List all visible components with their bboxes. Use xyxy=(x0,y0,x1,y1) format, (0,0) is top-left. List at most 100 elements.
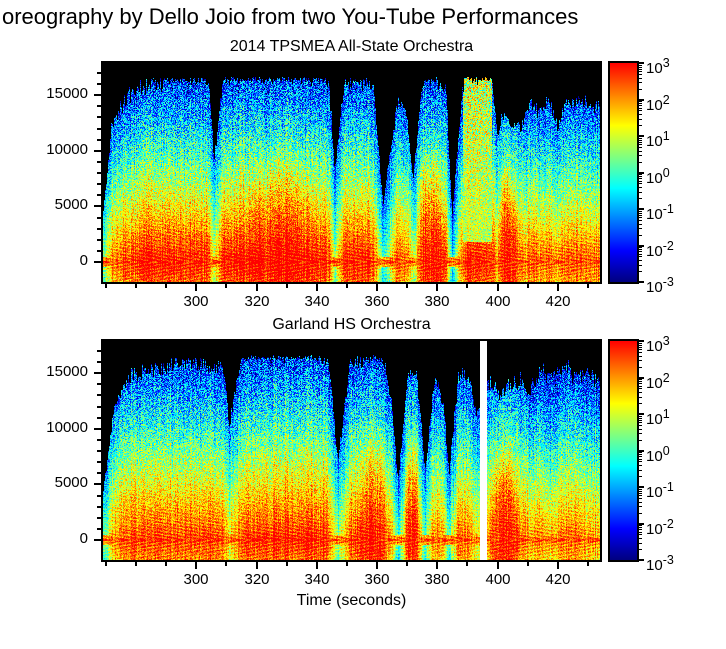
colorbar-minor-tick xyxy=(639,265,642,266)
x-tick-label: 300 xyxy=(183,293,209,310)
colorbar-minor-tick xyxy=(639,162,642,163)
colorbar-major-tick xyxy=(639,99,644,101)
panel-2-colorbar xyxy=(610,341,637,560)
colorbar-minor-tick xyxy=(639,228,642,229)
x-minor-tick xyxy=(105,284,107,288)
colorbar-major-tick xyxy=(639,377,644,379)
colorbar-minor-tick xyxy=(639,103,642,104)
colorbar-minor-tick xyxy=(639,151,642,152)
x-major-tick xyxy=(497,284,499,291)
colorbar-minor-tick xyxy=(639,235,642,236)
colorbar-minor-tick xyxy=(639,251,642,252)
colorbar-major-tick xyxy=(639,135,644,137)
colorbar-minor-tick xyxy=(639,347,642,348)
x-minor-tick xyxy=(286,562,288,566)
colorbar-minor-tick xyxy=(639,495,642,496)
y-major-tick xyxy=(94,539,101,541)
colorbar-minor-tick xyxy=(639,69,642,70)
colorbar-major-tick xyxy=(639,486,644,488)
colorbar-minor-tick xyxy=(639,176,642,177)
colorbar-minor-tick xyxy=(639,256,642,257)
colorbar-minor-tick xyxy=(639,465,642,466)
x-major-tick xyxy=(376,562,378,569)
colorbar-minor-tick xyxy=(639,543,642,544)
colorbar-minor-tick xyxy=(639,386,642,387)
colorbar-minor-tick xyxy=(639,140,642,141)
colorbar-minor-tick xyxy=(639,71,642,72)
colorbar-minor-tick xyxy=(639,489,642,490)
x-major-tick xyxy=(316,562,318,569)
colorbar-minor-tick xyxy=(639,549,642,550)
colorbar-minor-tick xyxy=(639,78,642,79)
colorbar-tick-label: 103 xyxy=(646,56,670,77)
y-tick-label: 5000 xyxy=(54,474,88,491)
colorbar-tick-label: 101 xyxy=(646,407,670,428)
colorbar-minor-tick xyxy=(639,271,642,272)
colorbar-tick-label: 10-3 xyxy=(646,275,674,296)
x-tick-label: 360 xyxy=(364,293,390,310)
panel-2-spectrogram xyxy=(103,341,600,560)
x-tick-label: 360 xyxy=(364,571,390,588)
y-tick-label: 15000 xyxy=(46,363,88,380)
colorbar-minor-tick xyxy=(639,360,642,361)
y-tick-label: 10000 xyxy=(46,419,88,436)
colorbar-minor-tick xyxy=(639,247,642,248)
colorbar-minor-tick xyxy=(639,367,642,368)
colorbar-minor-tick xyxy=(639,379,642,380)
colorbar-minor-tick xyxy=(639,114,642,115)
colorbar-minor-tick xyxy=(639,470,642,471)
colorbar-tick-label: 101 xyxy=(646,129,670,150)
colorbar-minor-tick xyxy=(639,425,642,426)
colorbar-major-tick xyxy=(639,340,644,342)
colorbar-minor-tick xyxy=(639,213,642,214)
colorbar-minor-tick xyxy=(639,192,642,193)
colorbar-major-tick xyxy=(639,281,644,283)
panel-1-plot-frame xyxy=(101,61,602,284)
x-major-tick xyxy=(376,284,378,291)
colorbar-major-tick xyxy=(639,559,644,561)
colorbar-major-tick xyxy=(639,62,644,64)
colorbar-minor-tick xyxy=(639,491,642,492)
colorbar-minor-tick xyxy=(639,513,642,514)
y-major-tick xyxy=(94,150,101,152)
y-tick-label: 10000 xyxy=(46,141,88,158)
colorbar-minor-tick xyxy=(639,527,642,528)
x-minor-tick xyxy=(587,284,589,288)
colorbar-minor-tick xyxy=(639,529,642,530)
y-major-tick xyxy=(94,372,101,374)
y-major-tick xyxy=(94,261,101,263)
colorbar-minor-tick xyxy=(639,198,642,199)
y-major-tick xyxy=(94,483,101,485)
colorbar-minor-tick xyxy=(639,67,642,68)
colorbar-major-tick xyxy=(639,208,644,210)
x-major-tick xyxy=(557,562,559,569)
x-minor-tick xyxy=(406,284,408,288)
x-tick-label: 400 xyxy=(485,293,511,310)
colorbar-minor-tick xyxy=(639,174,642,175)
colorbar-minor-tick xyxy=(639,254,642,255)
colorbar-minor-tick xyxy=(639,476,642,477)
colorbar-minor-tick xyxy=(639,138,642,139)
colorbar-tick-label: 10-2 xyxy=(646,517,674,538)
colorbar-minor-tick xyxy=(639,119,642,120)
colorbar-minor-tick xyxy=(639,498,642,499)
colorbar-minor-tick xyxy=(639,110,642,111)
y-tick-label: 5000 xyxy=(54,196,88,213)
x-tick-label: 380 xyxy=(424,571,450,588)
colorbar-minor-tick xyxy=(639,381,642,382)
colorbar-minor-tick xyxy=(639,461,642,462)
colorbar-minor-tick xyxy=(639,416,642,417)
panel-1-title: 2014 TPSMEA All-State Orchestra xyxy=(229,38,474,55)
x-major-tick xyxy=(256,284,258,291)
x-tick-label: 340 xyxy=(304,293,330,310)
colorbar-minor-tick xyxy=(639,452,642,453)
x-minor-tick xyxy=(135,284,137,288)
x-minor-tick xyxy=(466,562,468,566)
x-major-tick xyxy=(497,562,499,569)
colorbar-minor-tick xyxy=(639,125,642,126)
x-minor-tick xyxy=(527,562,529,566)
panel-2-plot-frame xyxy=(101,339,602,562)
x-tick-label: 320 xyxy=(244,293,270,310)
x-major-tick xyxy=(557,284,559,291)
